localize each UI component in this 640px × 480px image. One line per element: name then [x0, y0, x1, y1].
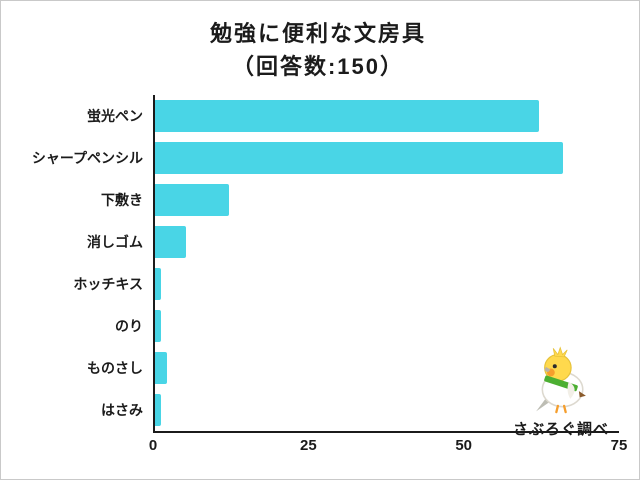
category-label: 蛍光ペン: [87, 108, 143, 124]
bar-row: のり: [17, 305, 619, 347]
x-axis-ticks: 0 25 50 75: [149, 437, 628, 459]
category-label: はさみ: [101, 402, 143, 418]
bar-track: [153, 305, 619, 347]
chart-title: 勉強に便利な文房具: [209, 21, 426, 46]
x-axis-line: [153, 431, 619, 433]
bar-track: [153, 179, 619, 221]
category-label: 消しゴム: [87, 234, 143, 250]
bar-track: [153, 95, 619, 137]
bird-with-pencil-icon: [536, 346, 586, 414]
x-tick-label: 50: [455, 437, 472, 454]
bar: [155, 142, 564, 174]
category-label: シャープペンシル: [31, 150, 143, 166]
category-label: ホッチキス: [73, 276, 143, 292]
bar-rows: 蛍光ペンシャープペンシル下敷き消しゴムホッチキスのりものさしはさみ: [17, 95, 619, 431]
bar-row: 下敷き: [17, 179, 619, 221]
bar-track: [153, 263, 619, 305]
bar: [155, 100, 539, 132]
category-label: 下敷き: [101, 192, 143, 208]
x-tick-label: 25: [299, 437, 317, 454]
category-label: ものさし: [87, 360, 143, 376]
bar-track: [153, 389, 619, 431]
bar-row: はさみ: [17, 389, 619, 431]
survey-credit: さぶろぐ調べ: [512, 421, 609, 438]
bar: [155, 310, 162, 342]
chart-title-block: 勉強に便利な文房具 （回答数:150）: [17, 17, 619, 83]
bar-chart: 蛍光ペンシャープペンシル下敷き消しゴムホッチキスのりものさしはさみ 0 25 50 7…: [17, 95, 628, 459]
bar-row: 蛍光ペン: [17, 95, 619, 137]
bar-track: [153, 347, 619, 389]
bar-track: [153, 137, 619, 179]
chart-subtitle: （回答数:150）: [231, 54, 405, 79]
mascot-block: さぶろぐ調べ: [501, 346, 621, 439]
bar-row: シャープペンシル: [17, 137, 619, 179]
bar: [155, 394, 162, 426]
bar: [155, 226, 186, 258]
bar-row: ものさし: [17, 347, 619, 389]
bar: [155, 352, 168, 384]
x-tick-label: 75: [610, 437, 628, 454]
category-label: のり: [115, 318, 143, 334]
bar-row: 消しゴム: [17, 221, 619, 263]
bar-row: ホッチキス: [17, 263, 619, 305]
bar: [155, 268, 162, 300]
bar-track: [153, 221, 619, 263]
bar: [155, 184, 230, 216]
x-tick-label: 0: [148, 437, 158, 454]
